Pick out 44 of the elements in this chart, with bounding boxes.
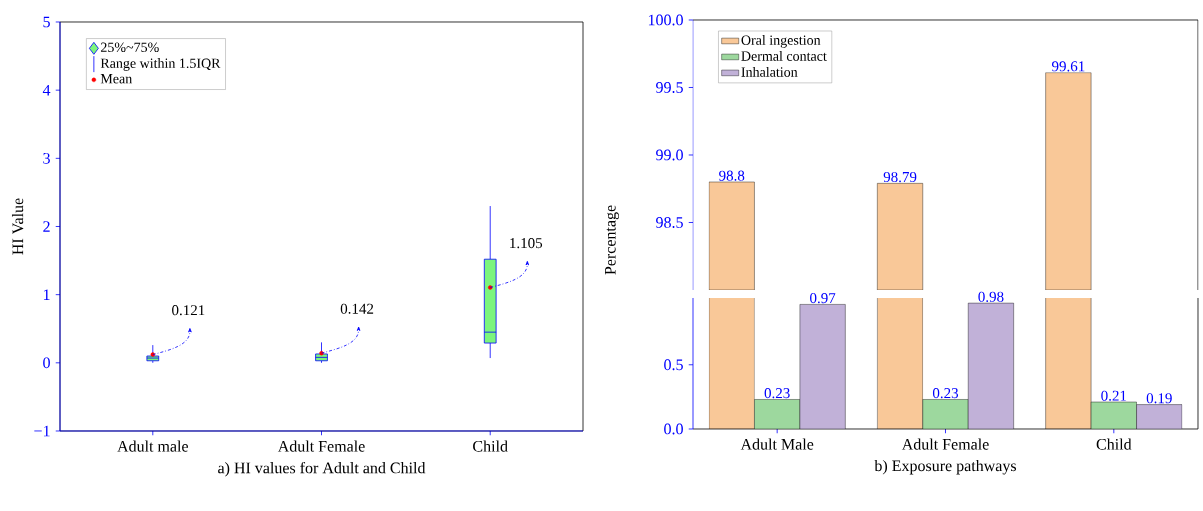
y-tick-label: 99.5 — [656, 82, 683, 93]
x-tick-label: Adult Female — [277, 440, 365, 452]
data-label: 0.23 — [932, 388, 959, 399]
data-label: 0.23 — [764, 388, 790, 399]
x-tick-label: Adult Male — [740, 438, 814, 450]
y-tick-label: 0 — [43, 357, 50, 369]
x-tick-label: Child — [1096, 438, 1132, 450]
data-label: 98.8 — [719, 170, 745, 181]
bar — [799, 304, 846, 429]
y-tick-label: 4 — [42, 84, 51, 96]
legend-label: Inhalation — [741, 66, 798, 77]
legend-label: Mean — [100, 74, 133, 84]
x-tick-label: Child — [473, 440, 508, 452]
data-label: 1.105 — [510, 238, 543, 249]
y-tick-label: −1 — [34, 425, 50, 437]
y-tick-label: 2 — [43, 221, 50, 232]
bar — [968, 302, 1014, 429]
data-label: 0.21 — [1101, 390, 1127, 401]
x-axis-title: a) HI values for Adult and Child — [218, 461, 426, 477]
data-label: 0.121 — [172, 305, 205, 316]
data-label: 99.61 — [1051, 61, 1085, 72]
annotation: Range within 1.5IQR — [100, 58, 221, 71]
y-axis-title: HI Value — [11, 198, 24, 255]
y-tick-label: 3 — [43, 152, 50, 164]
bar — [1136, 404, 1183, 429]
y-tick-label: 98.5 — [656, 217, 683, 228]
y-tick-label: 0.0 — [664, 423, 683, 435]
data-label: 0.19 — [1146, 393, 1172, 404]
y-tick-label: 99.0 — [656, 149, 683, 161]
x-axis-title: b) Exposure pathways — [874, 459, 1017, 475]
x-tick-label: Adult male — [117, 440, 188, 452]
y-tick-label: 0.5 — [664, 359, 683, 371]
legend-label: Oral ingestion — [741, 34, 821, 48]
legend-label: 25%~75% — [100, 42, 159, 53]
y-tick-label: 1 — [43, 289, 50, 300]
legend-label: Dermal contact — [741, 50, 827, 61]
data-label: 0.142 — [340, 303, 374, 314]
x-tick-label: Adult Female — [901, 438, 989, 450]
y-axis-title: Percentage — [605, 205, 619, 275]
data-label: 0.98 — [978, 291, 1004, 302]
data-label: 98.79 — [883, 171, 917, 183]
data-label: 0.97 — [810, 293, 836, 304]
y-tick-label: 100.0 — [648, 14, 683, 26]
y-tick-label: 5 — [43, 16, 50, 28]
